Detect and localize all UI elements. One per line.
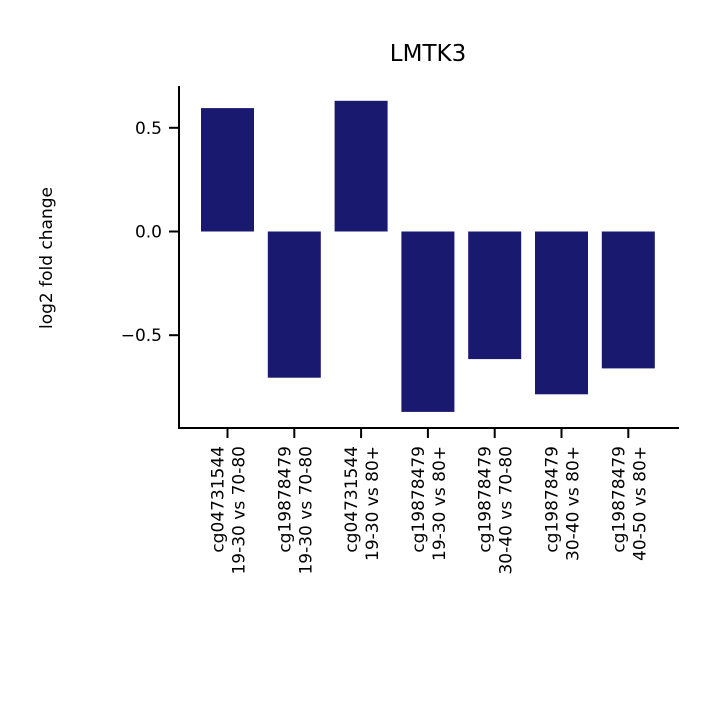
x-tick-label-line: cg19878479 xyxy=(409,446,429,553)
chart-title: LMTK3 xyxy=(390,41,466,67)
x-tick-label-1: cg04731544 19-30 vs 70-80 xyxy=(209,446,250,575)
x-tick-label-3: cg04731544 19-30 vs 80+ xyxy=(342,446,383,561)
x-tick-label-line: 30-40 vs 80+ xyxy=(564,446,584,561)
x-tick-label-line: cg19878479 xyxy=(476,446,496,553)
bar-3 xyxy=(334,100,388,232)
x-tick-label-line: 19-30 vs 70-80 xyxy=(230,446,250,575)
y-tick-label-3: −0.5 xyxy=(121,326,162,346)
x-tick-label-line: cg19878479 xyxy=(543,446,563,553)
x-tick-label-line: 19-30 vs 80+ xyxy=(363,446,383,561)
x-tick-label-6: cg19878479 30-40 vs 80+ xyxy=(543,446,584,561)
bar-6 xyxy=(535,231,588,395)
x-tick-label-line: 30-40 vs 70-80 xyxy=(497,446,517,575)
bar-7 xyxy=(601,231,655,369)
y-tick-label-2: 0.0 xyxy=(135,223,162,243)
x-tick-label-2: cg19878479 19-30 vs 70-80 xyxy=(275,446,316,575)
bar-4 xyxy=(401,231,455,412)
x-tick-label-line: 40-50 vs 80+ xyxy=(630,446,650,561)
y-ticks-group: 0.5 0.0 −0.5 xyxy=(121,119,179,346)
x-tick-label-line: cg04731544 xyxy=(342,446,362,553)
bar-5 xyxy=(468,231,522,360)
x-tick-label-line: cg19878479 xyxy=(609,446,629,553)
x-tick-label-4: cg19878479 19-30 vs 80+ xyxy=(409,446,450,561)
y-axis-label: log2 fold change xyxy=(37,187,57,329)
x-tick-label-line: cg19878479 xyxy=(275,446,295,553)
y-tick-label-1: 0.5 xyxy=(135,119,162,139)
x-ticks-group: cg04731544 19-30 vs 70-80 cg19878479 19-30 … xyxy=(209,428,650,575)
x-tick-label-line: 19-30 vs 80+ xyxy=(430,446,450,561)
x-tick-label-5: cg19878479 30-40 vs 70-80 xyxy=(476,446,517,575)
x-tick-label-7: cg19878479 40-50 vs 80+ xyxy=(609,446,650,561)
bar-1 xyxy=(201,108,254,232)
bar-2 xyxy=(267,231,321,378)
x-tick-label-line: cg04731544 xyxy=(209,446,229,553)
bars-group xyxy=(201,100,655,412)
x-tick-label-line: 19-30 vs 70-80 xyxy=(296,446,316,575)
